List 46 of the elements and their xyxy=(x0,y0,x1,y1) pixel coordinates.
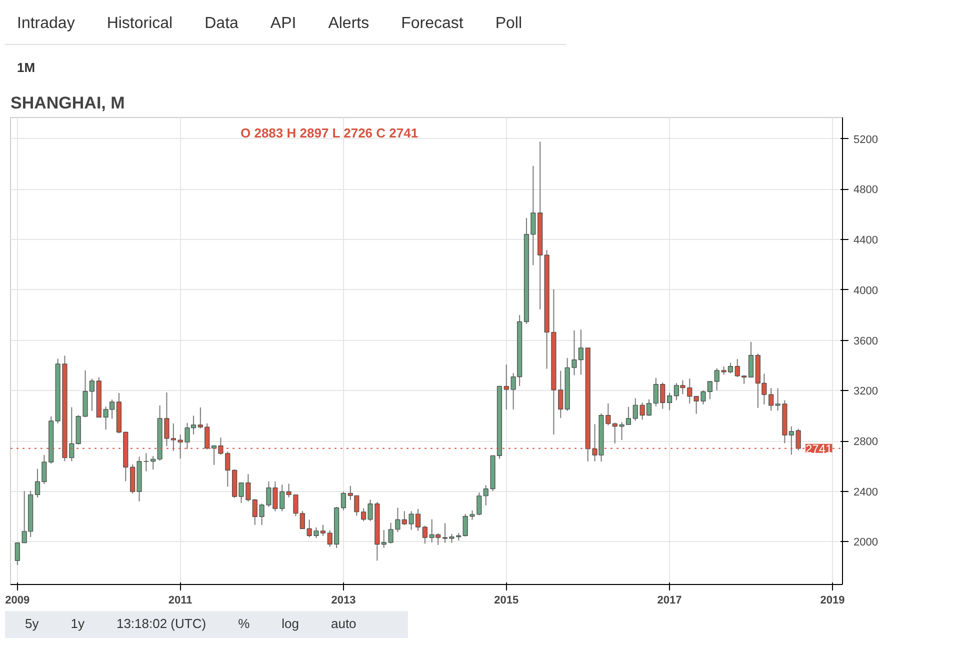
x-tick-label: 2017 xyxy=(657,594,682,607)
text: Forecast xyxy=(401,15,464,32)
candlestick xyxy=(340,492,346,512)
candlestick xyxy=(572,330,577,376)
candlestick xyxy=(748,342,754,378)
text: Alerts xyxy=(328,15,370,32)
text: Intraday xyxy=(17,15,75,32)
candlestick xyxy=(476,492,482,516)
y-tick-label: 2800 xyxy=(854,436,878,448)
y-tick-label: 2000 xyxy=(854,537,878,550)
text: 5y xyxy=(25,616,39,632)
y-tick-label: 4800 xyxy=(854,184,878,197)
text: 13:18:02 (UTC) xyxy=(116,616,206,632)
x-tick-label: 2009 xyxy=(5,594,30,607)
ref-line-label: 2741 xyxy=(806,442,833,456)
text: API xyxy=(270,15,296,32)
candlestick xyxy=(14,542,20,566)
y-tick-label: 3600 xyxy=(854,336,878,348)
y-tick-label: 4400 xyxy=(854,235,878,248)
y-tick-label: 3200 xyxy=(854,386,878,398)
candlestick xyxy=(504,364,509,410)
candlestick xyxy=(225,451,230,488)
text: Data xyxy=(204,15,238,32)
candlestick xyxy=(150,456,156,470)
text: auto xyxy=(330,616,356,632)
chart-title: SHANGHAI, M xyxy=(10,94,125,113)
text: Poll xyxy=(495,15,522,32)
x-tick-label: 2011 xyxy=(168,594,192,607)
text: % xyxy=(238,616,250,632)
annotation: O 2883 H 2897 L 2726 C 2741 xyxy=(240,126,418,141)
x-tick-label: 2013 xyxy=(331,594,356,607)
candlestick xyxy=(388,522,394,544)
x-tick-label: 2019 xyxy=(820,594,845,607)
y-tick-label: 2400 xyxy=(854,486,878,499)
y-tick-label: 5200 xyxy=(854,134,878,146)
candlestick xyxy=(578,330,584,376)
y-tick-label: 4000 xyxy=(854,285,878,298)
candlestick xyxy=(381,530,386,549)
candlestick xyxy=(422,526,428,544)
x-tick-label: 2015 xyxy=(494,594,519,607)
text: 1y xyxy=(70,616,84,632)
text: Historical xyxy=(106,15,173,32)
candlestick xyxy=(632,398,638,422)
text: log xyxy=(282,616,299,632)
candlestick xyxy=(667,392,672,412)
text: 1M xyxy=(17,60,36,75)
